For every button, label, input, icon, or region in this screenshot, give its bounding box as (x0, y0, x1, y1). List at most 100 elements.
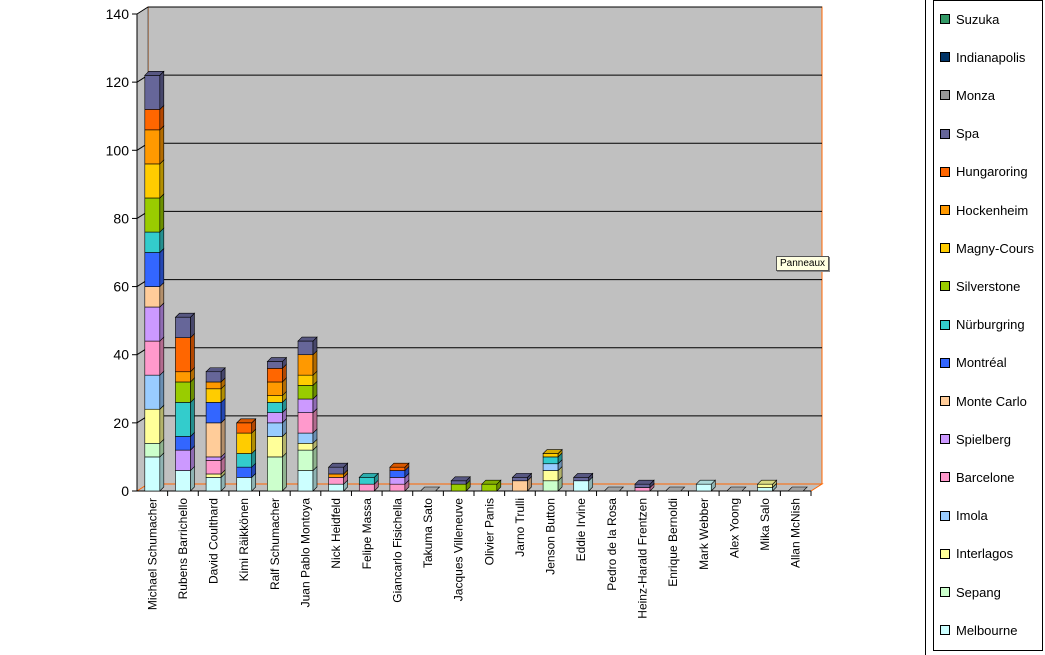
bar-segment (205, 371, 222, 383)
x-tick-label: Juan Pablo Montoya (299, 498, 313, 608)
bar-segment (236, 422, 253, 434)
bar-top (726, 486, 747, 492)
legend-label: Suzuka (956, 11, 1000, 27)
legend-label: Indianapolis (956, 49, 1026, 65)
legend-item: Barcelone (940, 468, 1015, 486)
legend-label: Barcelone (956, 469, 1015, 485)
legend-item: Spa (940, 125, 979, 143)
bar-top (511, 473, 533, 478)
legend-item: Imola (940, 507, 988, 525)
bar-segment (144, 252, 161, 287)
bar-top (327, 462, 349, 468)
bar-segment (267, 381, 283, 396)
legend-label: Spa (956, 126, 980, 142)
x-tick-label: Jacques Villeneuve (452, 498, 466, 602)
bar-segment-side (159, 302, 165, 342)
bar-segment (450, 483, 467, 492)
bar-segment (175, 337, 191, 373)
bar-segment (144, 231, 161, 253)
bar-top (205, 367, 226, 373)
legend-swatch (940, 434, 950, 445)
legend-label: Imola (956, 508, 988, 524)
bar-segment (175, 381, 191, 403)
chart-legend: Suzuka Indianapolis Monza Spa Hungaroring Hoc… (933, 0, 1043, 651)
x-tick-label: David Coulthard (207, 498, 221, 584)
bar-segment-side (190, 332, 195, 373)
chart-frame-divider (925, 0, 926, 655)
bar-top (450, 476, 471, 482)
legend-swatch (940, 472, 950, 483)
bar-segment (144, 442, 161, 458)
legend-item: Monza (940, 86, 995, 104)
legend-item: Silverstone (940, 277, 1020, 295)
bar-segment (205, 473, 222, 478)
bar-segment-side (159, 193, 165, 233)
tooltip: Panneaux (776, 256, 830, 271)
x-tick-label: Alex Yoong (727, 498, 741, 558)
bar-segment (267, 361, 283, 369)
bar-segment-side (159, 452, 165, 492)
bar-segment-side (159, 247, 165, 288)
x-tick-label: Heinz-Harald Frentzen (636, 498, 650, 619)
bar-segment (144, 75, 161, 110)
x-tick-label: Eddie Irvine (574, 498, 588, 562)
bar-segment (512, 480, 528, 492)
bar-segment (512, 477, 528, 482)
bar-segment (389, 477, 406, 485)
bar-segment (205, 456, 222, 461)
bar-segment (328, 483, 344, 492)
legend-label: Nürburgring (956, 317, 1025, 333)
bar-segment-side (159, 404, 165, 445)
bar-top (297, 336, 318, 342)
bar-segment (236, 432, 253, 454)
bar-top (174, 312, 196, 318)
bar-segment (144, 109, 161, 131)
x-tick-label: Takuma Sato (421, 498, 435, 568)
bar-segment (389, 470, 406, 478)
bar-segment (389, 483, 406, 492)
bar-segment (205, 388, 222, 403)
bar-segment (542, 453, 559, 458)
bar-segment (297, 470, 314, 492)
legend-swatch (940, 205, 950, 215)
legend-label: Sepang (956, 584, 1001, 600)
bar-top (481, 479, 502, 485)
bar-segment (267, 368, 283, 383)
bar-top (389, 462, 410, 468)
bar-segment (144, 197, 161, 233)
bar-segment-side (190, 397, 195, 438)
legend-item: Nürburgring (940, 316, 1025, 334)
legend-item: Melbourne (940, 621, 1017, 639)
bar-segment (144, 163, 161, 199)
stacked-bar-chart: 0 20 40 60 80 100 120 140 Michael Schumacher Rube… (106, 6, 824, 619)
bar-segment (297, 340, 314, 356)
bar-segment (358, 483, 375, 492)
legend-swatch (940, 625, 950, 636)
bar-segment-side (159, 125, 165, 165)
bar-segment (236, 453, 253, 468)
legend-item: Hockenheim (940, 201, 1028, 219)
legend-label: Montréal (956, 355, 1007, 371)
bar-segment (297, 385, 314, 400)
x-tick-label: Enrique Bernoldi (666, 498, 680, 587)
bar-top (573, 473, 594, 478)
bar-segment (634, 487, 651, 492)
legend-label: Hockenheim (956, 202, 1029, 218)
bar-segment (297, 412, 314, 434)
x-tick-label: Mika Salo (758, 498, 772, 551)
legend-swatch (940, 243, 950, 254)
legend-swatch (940, 587, 950, 597)
bar-segment (389, 466, 406, 471)
bar-segment (267, 412, 283, 424)
bar-segment-side (159, 336, 165, 376)
y-tick-label: 0 (121, 483, 129, 499)
legend-label: Monza (956, 87, 996, 103)
bar-segment (175, 371, 191, 383)
bar-segment (328, 473, 344, 478)
bar-segment (205, 477, 222, 492)
legend-label: Silverstone (956, 278, 1021, 294)
bar-segment (205, 402, 222, 424)
legend-label: Interlagos (956, 546, 1014, 562)
bar-segment (297, 374, 314, 386)
bar-segment (297, 432, 314, 444)
